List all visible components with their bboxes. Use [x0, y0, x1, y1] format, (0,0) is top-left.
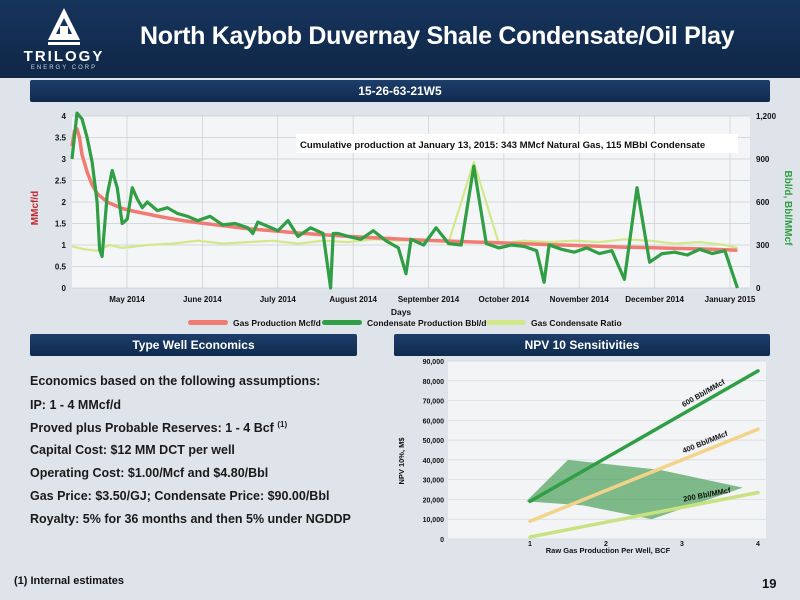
npv-600-line [528, 369, 760, 504]
npv-y-tick: 70,000 [423, 399, 445, 406]
type-well-economics-bar: Type Well Economics [30, 334, 357, 356]
cumulative-annotation: Cumulative production at January 13, 201… [300, 140, 705, 151]
annotation-box [296, 134, 738, 153]
x-tick: August 2014 [329, 295, 377, 304]
y-left-tick: 1.5 [55, 220, 67, 229]
legend-gas-label: Gas Production Mcf/d [233, 318, 321, 328]
well-id-bar: 15-26-63-21W5 [30, 80, 770, 102]
y-left-tick: 3 [62, 155, 67, 164]
y-right-tick: 900 [756, 155, 770, 164]
y-left-tick: 1 [62, 241, 67, 250]
npv-x-label: Raw Gas Production Per Well, BCF [546, 546, 671, 555]
npv-x-tick: 1 [528, 541, 532, 548]
logo-icon [48, 8, 80, 45]
economics-item-reserves: Proved plus Probable Reserves: 1 - 4 Bcf… [30, 420, 287, 435]
economics-item-ip: IP: 1 - 4 MMcf/d [30, 398, 121, 412]
page-number: 19 [762, 576, 777, 591]
condensate-production-line [70, 111, 739, 290]
production-series [70, 111, 739, 290]
legend: Gas Production Mcf/d Condensate Producti… [188, 318, 622, 328]
npv-y-tick: 90,000 [423, 359, 445, 366]
logo-subtitle: ENERGY CORP [30, 65, 98, 71]
economics-item-operating: Operating Cost: $1.00/Mcf and $4.80/Bbl [30, 466, 269, 480]
y-left-tick: 2 [62, 198, 67, 207]
reserves-text: Proved plus Probable Reserves: 1 - 4 Bcf [30, 421, 274, 436]
x-tick: September 2014 [398, 295, 460, 304]
npv-y-tick: 10,000 [423, 517, 445, 524]
x-tick: December 2014 [625, 295, 684, 304]
legend-swatch-gas [188, 320, 228, 325]
gas-production-line [70, 127, 738, 252]
npv-x-tick: 2 [604, 541, 608, 548]
header-bar: TRILOGY ENERGY CORP North Kaybob Duverna… [0, 0, 800, 78]
legend-condensate-label: Condensate Production Bbl/d [367, 318, 486, 328]
x-axis-label: Days [391, 307, 412, 317]
y-right-tick: 600 [756, 198, 770, 207]
y-left-label: MMcf/d [30, 191, 41, 225]
production-ticks: 0 0.5 1 1.5 2 2.5 3 3.5 4 0 300 600 900 1,200 May 2014… [55, 112, 777, 304]
npv-sensitivities-bar: NPV 10 Sensitivities [394, 334, 770, 356]
legend-swatch-ratio [486, 320, 526, 325]
y-left-tick: 2.5 [55, 177, 67, 186]
npv-y-tick: 80,000 [423, 379, 445, 386]
x-tick: June 2014 [183, 295, 222, 304]
y-right-tick: 300 [756, 241, 770, 250]
page-title: North Kaybob Duvernay Shale Condensate/O… [140, 22, 735, 50]
legend-swatch-condensate [322, 320, 362, 325]
x-tick: January 2015 [705, 295, 756, 304]
x-tick: November 2014 [550, 295, 610, 304]
reserves-footnote-marker: (1) [277, 420, 288, 429]
x-tick: October 2014 [479, 295, 530, 304]
trilogy-logo: TRILOGY ENERGY CORP [8, 6, 120, 74]
y-right-label: Bbl/d, Bbl/MMcf [782, 171, 793, 247]
y-right-tick: 1,200 [756, 112, 777, 121]
economics-intro: Economics based on the following assumpt… [30, 374, 321, 388]
economics-item-prices: Gas Price: $3.50/GJ; Condensate Price: $… [30, 489, 330, 503]
production-chart: 0 0.5 1 1.5 2 2.5 3 3.5 4 0 300 600 900 1,200 May 2014… [30, 111, 793, 328]
x-tick: May 2014 [109, 295, 145, 304]
y-left-tick: 0 [62, 284, 67, 293]
footnote: (1) Internal estimates [14, 575, 125, 587]
x-tick: July 2014 [260, 295, 297, 304]
economics-item-royalty: Royalty: 5% for 36 months and then 5% un… [30, 512, 351, 526]
economics-item-capital: Capital Cost: $12 MM DCT per well [30, 443, 235, 457]
y-right-tick: 0 [756, 284, 761, 293]
npv-y-tick: 0 [440, 537, 444, 544]
npv-200-line [528, 490, 760, 539]
npv-y-tick: 50,000 [423, 438, 445, 445]
y-left-tick: 3.5 [55, 134, 67, 143]
npv-y-tick: 40,000 [423, 458, 445, 465]
npv-y-tick: 20,000 [423, 497, 445, 504]
npv-y-label: NPV 10%, M$ [397, 437, 406, 485]
logo-word: TRILOGY [23, 48, 105, 65]
npv-x-tick: 4 [756, 541, 760, 548]
y-left-tick: 0.5 [55, 263, 67, 272]
npv-x-tick: 3 [680, 541, 684, 548]
npv-y-tick: 60,000 [423, 418, 445, 425]
legend-ratio-label: Gas Condensate Ratio [531, 318, 622, 328]
y-left-tick: 4 [62, 112, 67, 121]
npv-y-tick: 30,000 [423, 478, 445, 485]
npv-ticks: 0 10,000 20,000 30,000 40,000 50,000 60,000 70,… [423, 359, 760, 548]
npv-400-line [528, 427, 760, 523]
